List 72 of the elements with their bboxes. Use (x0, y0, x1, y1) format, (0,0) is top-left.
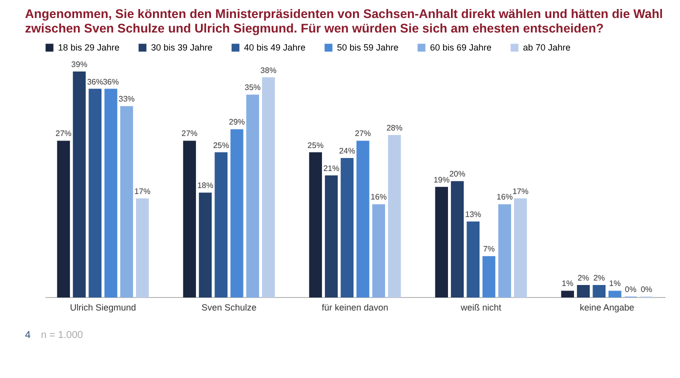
x-tick-label: Sven Schulze (201, 302, 257, 312)
legend-label: 18 bis 29 Jahre (58, 42, 120, 53)
bar (340, 158, 354, 298)
bar (608, 290, 622, 298)
chart-title: Angenommen, Sie könnten den Ministerpräsidenten von Sachsen-Anhalt direkt wählen und hätten die Wahl zwischen Sven Schulze und Ulrich Siegmund. Für wen würden Sie sich am ehesten entscheiden? (25, 7, 663, 36)
bar (214, 152, 228, 298)
bar (246, 94, 260, 298)
legend-label: 40 bis 49 Jahre (244, 42, 306, 53)
text: n = 1.000 (41, 330, 84, 341)
bar (435, 186, 448, 298)
x-tick-label: Ulrich Siegmund (70, 302, 136, 312)
x-tick-label: weiß nicht (460, 302, 502, 312)
bar (356, 140, 370, 298)
bar (72, 72, 86, 298)
data-label: 1% (609, 279, 621, 288)
bar (388, 134, 401, 298)
data-label: 27% (182, 129, 198, 138)
bar (120, 106, 134, 298)
bar (262, 77, 275, 298)
data-label: 25% (213, 140, 230, 150)
bar (324, 175, 338, 298)
bar (104, 88, 118, 298)
bar (136, 198, 149, 298)
data-label: 35% (244, 83, 261, 92)
bar (372, 204, 386, 298)
bar (198, 192, 212, 298)
x-tick-label: für keinen davon (322, 302, 388, 312)
data-label: 39% (71, 60, 88, 69)
bar (592, 284, 606, 298)
data-label: 13% (465, 210, 482, 219)
bar (309, 152, 322, 298)
bar (482, 256, 496, 298)
bar (230, 129, 244, 298)
data-label: 0% (624, 285, 636, 294)
data-label: 19% (434, 175, 450, 184)
bar (88, 88, 102, 298)
data-label: 36% (102, 77, 119, 86)
data-label: 18% (197, 181, 214, 190)
data-label: 28% (386, 123, 402, 132)
x-tick-label: keine Angabe (580, 302, 634, 312)
bar (561, 290, 574, 298)
data-label: 36% (87, 77, 104, 86)
data-label: 20% (449, 170, 466, 179)
data-label: 29% (228, 118, 245, 127)
data-label: 33% (118, 94, 135, 104)
legend-label: 30 bis 39 Jahre (151, 42, 213, 53)
data-label: 17% (512, 186, 528, 196)
text: 4 (25, 330, 31, 341)
data-label: 16% (496, 192, 513, 202)
data-label: 17% (134, 186, 150, 196)
bar (450, 181, 464, 298)
legend-label: 60 bis 69 Jahre (430, 42, 492, 53)
data-label: 16% (370, 192, 387, 202)
data-label: 7% (483, 244, 495, 254)
bar (514, 198, 527, 298)
legend-label: 50 bis 59 Jahre (337, 42, 399, 53)
bar (498, 204, 512, 298)
data-label: 0% (640, 285, 652, 294)
data-label: 24% (339, 146, 356, 156)
data-label: 25% (308, 140, 324, 150)
bar (183, 140, 196, 298)
data-label: 21% (323, 164, 340, 173)
data-label: 38% (260, 66, 276, 75)
data-label: 2% (593, 273, 605, 282)
legend-label: ab 70 Jahre (523, 42, 571, 53)
bar (466, 222, 480, 298)
data-label: 27% (56, 129, 72, 138)
data-label: 27% (354, 129, 371, 138)
bar (57, 140, 70, 298)
data-label: 1% (562, 279, 574, 288)
bar (576, 284, 590, 298)
data-label: 2% (578, 273, 590, 282)
